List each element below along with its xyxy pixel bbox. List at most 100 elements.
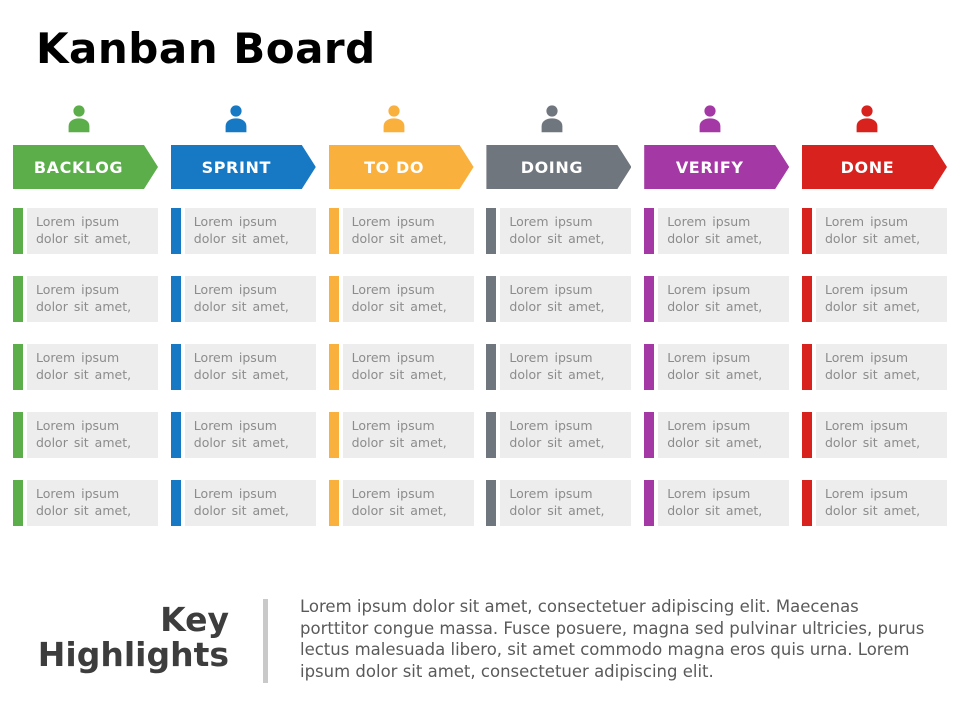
card-accent-bar	[644, 412, 655, 458]
card-accent-bar	[13, 276, 23, 322]
kanban-card: Lorem ipsum dolor sit amet,	[13, 276, 158, 322]
card-accent-bar	[170, 412, 181, 458]
card-accent-bar	[486, 412, 497, 458]
kanban-board: BACKLOG Lorem ipsum dolor sit amet, Lorem …	[13, 104, 947, 548]
kanban-card: Lorem ipsum dolor sit amet,	[328, 208, 474, 254]
kanban-card: Lorem ipsum dolor sit amet,	[644, 208, 790, 254]
person-icon	[171, 104, 302, 133]
kanban-card: Lorem ipsum dolor sit amet,	[801, 344, 947, 390]
card-accent-bar	[13, 344, 23, 390]
card-accent-bar	[801, 208, 812, 254]
card-text: Lorem ipsum dolor sit amet,	[36, 350, 132, 382]
person-icon	[644, 104, 775, 133]
card-accent-bar	[170, 344, 181, 390]
card-accent-bar	[644, 208, 655, 254]
card-body: Lorem ipsum dolor sit amet,	[27, 412, 158, 458]
card-body: Lorem ipsum dolor sit amet,	[27, 480, 158, 526]
card-body: Lorem ipsum dolor sit amet,	[27, 276, 158, 322]
kanban-card: Lorem ipsum dolor sit amet,	[644, 480, 790, 526]
card-accent-bar	[13, 480, 23, 526]
kanban-column-done: DONE Lorem ipsum dolor sit amet, Lorem ips…	[801, 104, 947, 548]
card-text: Lorem ipsum dolor sit amet,	[36, 282, 132, 314]
kanban-column-to-do: TO DO Lorem ipsum dolor sit amet, Lorem ip…	[328, 104, 474, 548]
person-icon	[329, 104, 460, 133]
card-body: Lorem ipsum dolor sit amet,	[500, 276, 632, 322]
card-accent-bar	[328, 208, 339, 254]
card-text: Lorem ipsum dolor sit amet,	[36, 486, 132, 518]
card-body: Lorem ipsum dolor sit amet,	[815, 208, 947, 254]
kanban-card: Lorem ipsum dolor sit amet,	[170, 276, 316, 322]
card-body: Lorem ipsum dolor sit amet,	[500, 412, 632, 458]
card-body: Lorem ipsum dolor sit amet,	[658, 208, 790, 254]
card-text: Lorem ipsum dolor sit amet,	[193, 418, 289, 450]
kanban-card: Lorem ipsum dolor sit amet,	[486, 208, 632, 254]
card-accent-bar	[328, 344, 339, 390]
card-accent-bar	[801, 344, 812, 390]
kanban-card: Lorem ipsum dolor sit amet,	[801, 412, 947, 458]
card-body: Lorem ipsum dolor sit amet,	[815, 480, 947, 526]
card-body: Lorem ipsum dolor sit amet,	[500, 480, 632, 526]
card-body: Lorem ipsum dolor sit amet,	[500, 344, 632, 390]
card-body: Lorem ipsum dolor sit amet,	[658, 480, 790, 526]
column-cards: Lorem ipsum dolor sit amet, Lorem ipsum d…	[170, 208, 316, 526]
card-text: Lorem ipsum dolor sit amet,	[36, 214, 132, 246]
card-text: Lorem ipsum dolor sit amet,	[667, 214, 763, 246]
card-text: Lorem ipsum dolor sit amet,	[667, 418, 763, 450]
column-cards: Lorem ipsum dolor sit amet, Lorem ipsum d…	[486, 208, 632, 526]
card-accent-bar	[801, 412, 812, 458]
card-accent-bar	[328, 276, 339, 322]
card-body: Lorem ipsum dolor sit amet,	[184, 480, 316, 526]
card-text: Lorem ipsum dolor sit amet,	[193, 214, 289, 246]
card-text: Lorem ipsum dolor sit amet,	[667, 282, 763, 314]
card-text: Lorem ipsum dolor sit amet,	[824, 486, 921, 518]
card-text: Lorem ipsum dolor sit amet,	[509, 486, 605, 518]
kanban-column-doing: DOING Lorem ipsum dolor sit amet, Lorem ip…	[486, 104, 632, 548]
card-text: Lorem ipsum dolor sit amet,	[824, 282, 921, 314]
card-accent-bar	[13, 208, 23, 254]
kanban-card: Lorem ipsum dolor sit amet,	[13, 412, 158, 458]
card-text: Lorem ipsum dolor sit amet,	[193, 486, 289, 518]
kanban-column-backlog: BACKLOG Lorem ipsum dolor sit amet, Lorem …	[13, 104, 158, 548]
kanban-card: Lorem ipsum dolor sit amet,	[13, 344, 158, 390]
card-body: Lorem ipsum dolor sit amet,	[342, 412, 474, 458]
person-icon	[13, 104, 144, 133]
kanban-card: Lorem ipsum dolor sit amet,	[170, 412, 316, 458]
card-text: Lorem ipsum dolor sit amet,	[509, 350, 605, 382]
card-accent-bar	[486, 276, 497, 322]
person-icon	[802, 104, 933, 133]
card-text: Lorem ipsum dolor sit amet,	[351, 214, 447, 246]
card-text: Lorem ipsum dolor sit amet,	[509, 214, 605, 246]
column-header-label: BACKLOG	[33, 157, 124, 177]
person-icon	[486, 104, 617, 133]
card-body: Lorem ipsum dolor sit amet,	[342, 480, 474, 526]
kanban-card: Lorem ipsum dolor sit amet,	[644, 344, 790, 390]
kanban-card: Lorem ipsum dolor sit amet,	[328, 412, 474, 458]
card-body: Lorem ipsum dolor sit amet,	[658, 276, 790, 322]
card-text: Lorem ipsum dolor sit amet,	[824, 418, 921, 450]
card-text: Lorem ipsum dolor sit amet,	[667, 350, 763, 382]
kanban-card: Lorem ipsum dolor sit amet,	[170, 344, 316, 390]
card-text: Lorem ipsum dolor sit amet,	[509, 418, 605, 450]
card-body: Lorem ipsum dolor sit amet,	[815, 276, 947, 322]
card-body: Lorem ipsum dolor sit amet,	[342, 344, 474, 390]
kanban-card: Lorem ipsum dolor sit amet,	[328, 480, 474, 526]
card-body: Lorem ipsum dolor sit amet,	[815, 412, 947, 458]
column-header-arrow-to-do: TO DO	[329, 145, 474, 189]
kanban-card: Lorem ipsum dolor sit amet,	[328, 276, 474, 322]
kanban-card: Lorem ipsum dolor sit amet,	[170, 480, 316, 526]
column-header-label: VERIFY	[675, 157, 744, 177]
kanban-card: Lorem ipsum dolor sit amet,	[170, 208, 316, 254]
card-text: Lorem ipsum dolor sit amet,	[351, 350, 447, 382]
card-accent-bar	[486, 208, 497, 254]
page-title: Kanban Board	[36, 24, 376, 73]
column-cards: Lorem ipsum dolor sit amet, Lorem ipsum d…	[13, 208, 158, 526]
card-body: Lorem ipsum dolor sit amet,	[658, 412, 790, 458]
column-header-arrow-doing: DOING	[486, 145, 631, 189]
card-accent-bar	[328, 480, 339, 526]
kanban-card: Lorem ipsum dolor sit amet,	[644, 412, 790, 458]
kanban-card: Lorem ipsum dolor sit amet,	[801, 276, 947, 322]
card-text: Lorem ipsum dolor sit amet,	[193, 350, 289, 382]
card-body: Lorem ipsum dolor sit amet,	[342, 208, 474, 254]
key-highlights-body: Lorem ipsum dolor sit amet, consectetuer…	[300, 597, 925, 681]
card-body: Lorem ipsum dolor sit amet,	[815, 344, 947, 390]
